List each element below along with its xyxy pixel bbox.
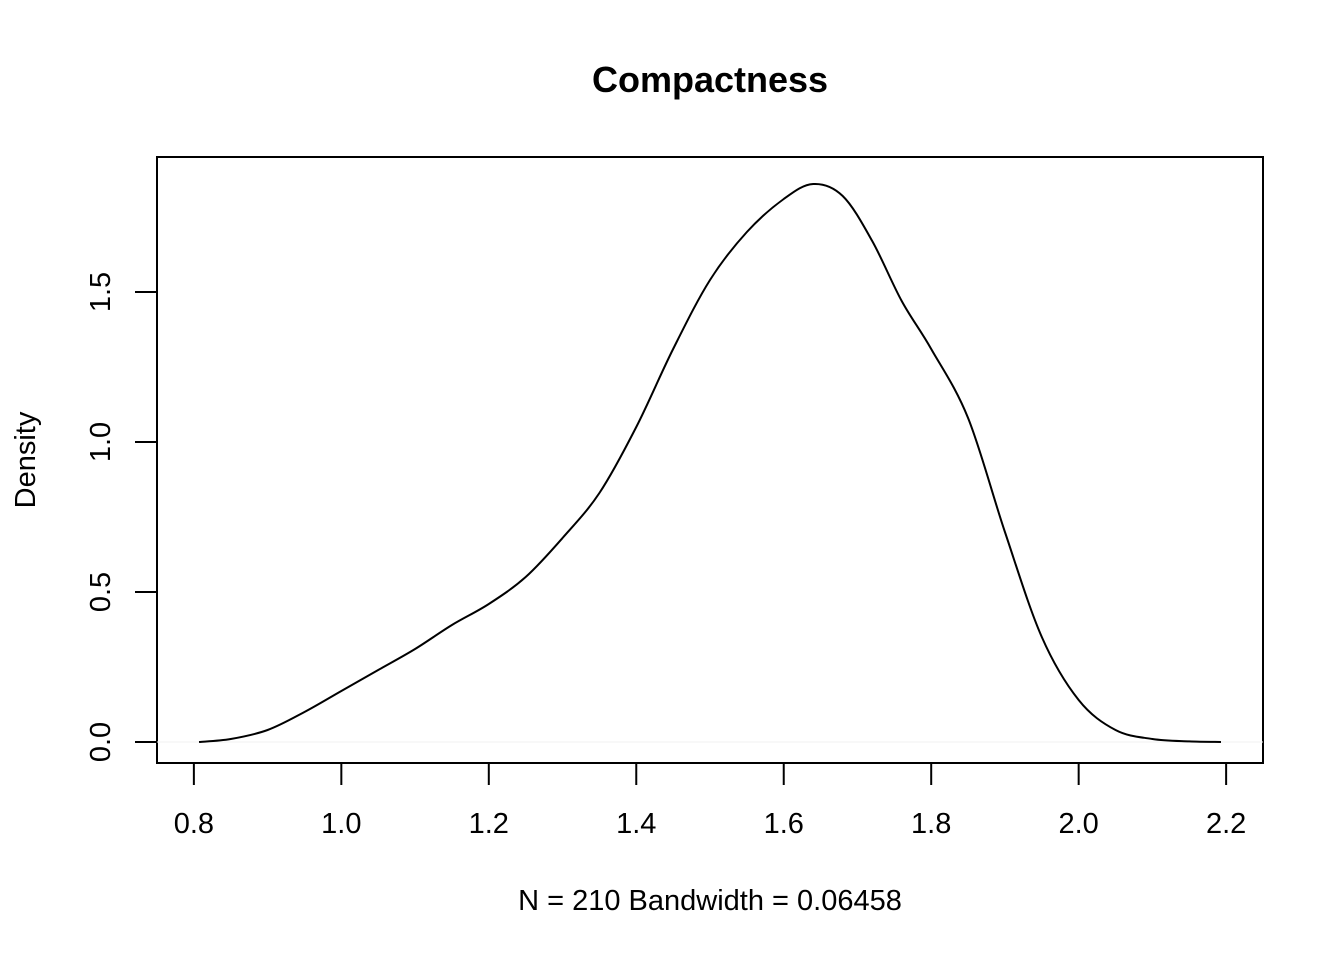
y-axis: 0.0 0.5 1.0 1.5: [85, 272, 158, 762]
y-axis-label: Density: [10, 411, 42, 508]
density-curve: [198, 182, 1221, 743]
x-axis-label: N = 210 Bandwidth = 0.06458: [518, 885, 902, 917]
x-tick-label: 1.2: [469, 808, 509, 840]
x-tick-label: 0.8: [174, 808, 214, 840]
chart-title: Compactness: [592, 59, 828, 100]
x-tick-label: 1.4: [616, 808, 656, 840]
y-tick-label: 1.0: [85, 422, 117, 462]
x-tick-label: 1.6: [764, 808, 804, 840]
x-axis: 0.8 1.0 1.2 1.4 1.6 1.8 2.0 2.2: [174, 762, 1246, 840]
y-tick-label: 0.5: [85, 572, 117, 612]
y-tick-label: 1.5: [85, 272, 117, 312]
x-tick-label: 1.0: [321, 808, 361, 840]
x-tick-label: 1.8: [911, 808, 951, 840]
y-tick-label: 0.0: [85, 722, 117, 762]
plot-frame: [156, 156, 1264, 764]
x-tick-label: 2.0: [1059, 808, 1099, 840]
x-tick-label: 2.2: [1206, 808, 1246, 840]
